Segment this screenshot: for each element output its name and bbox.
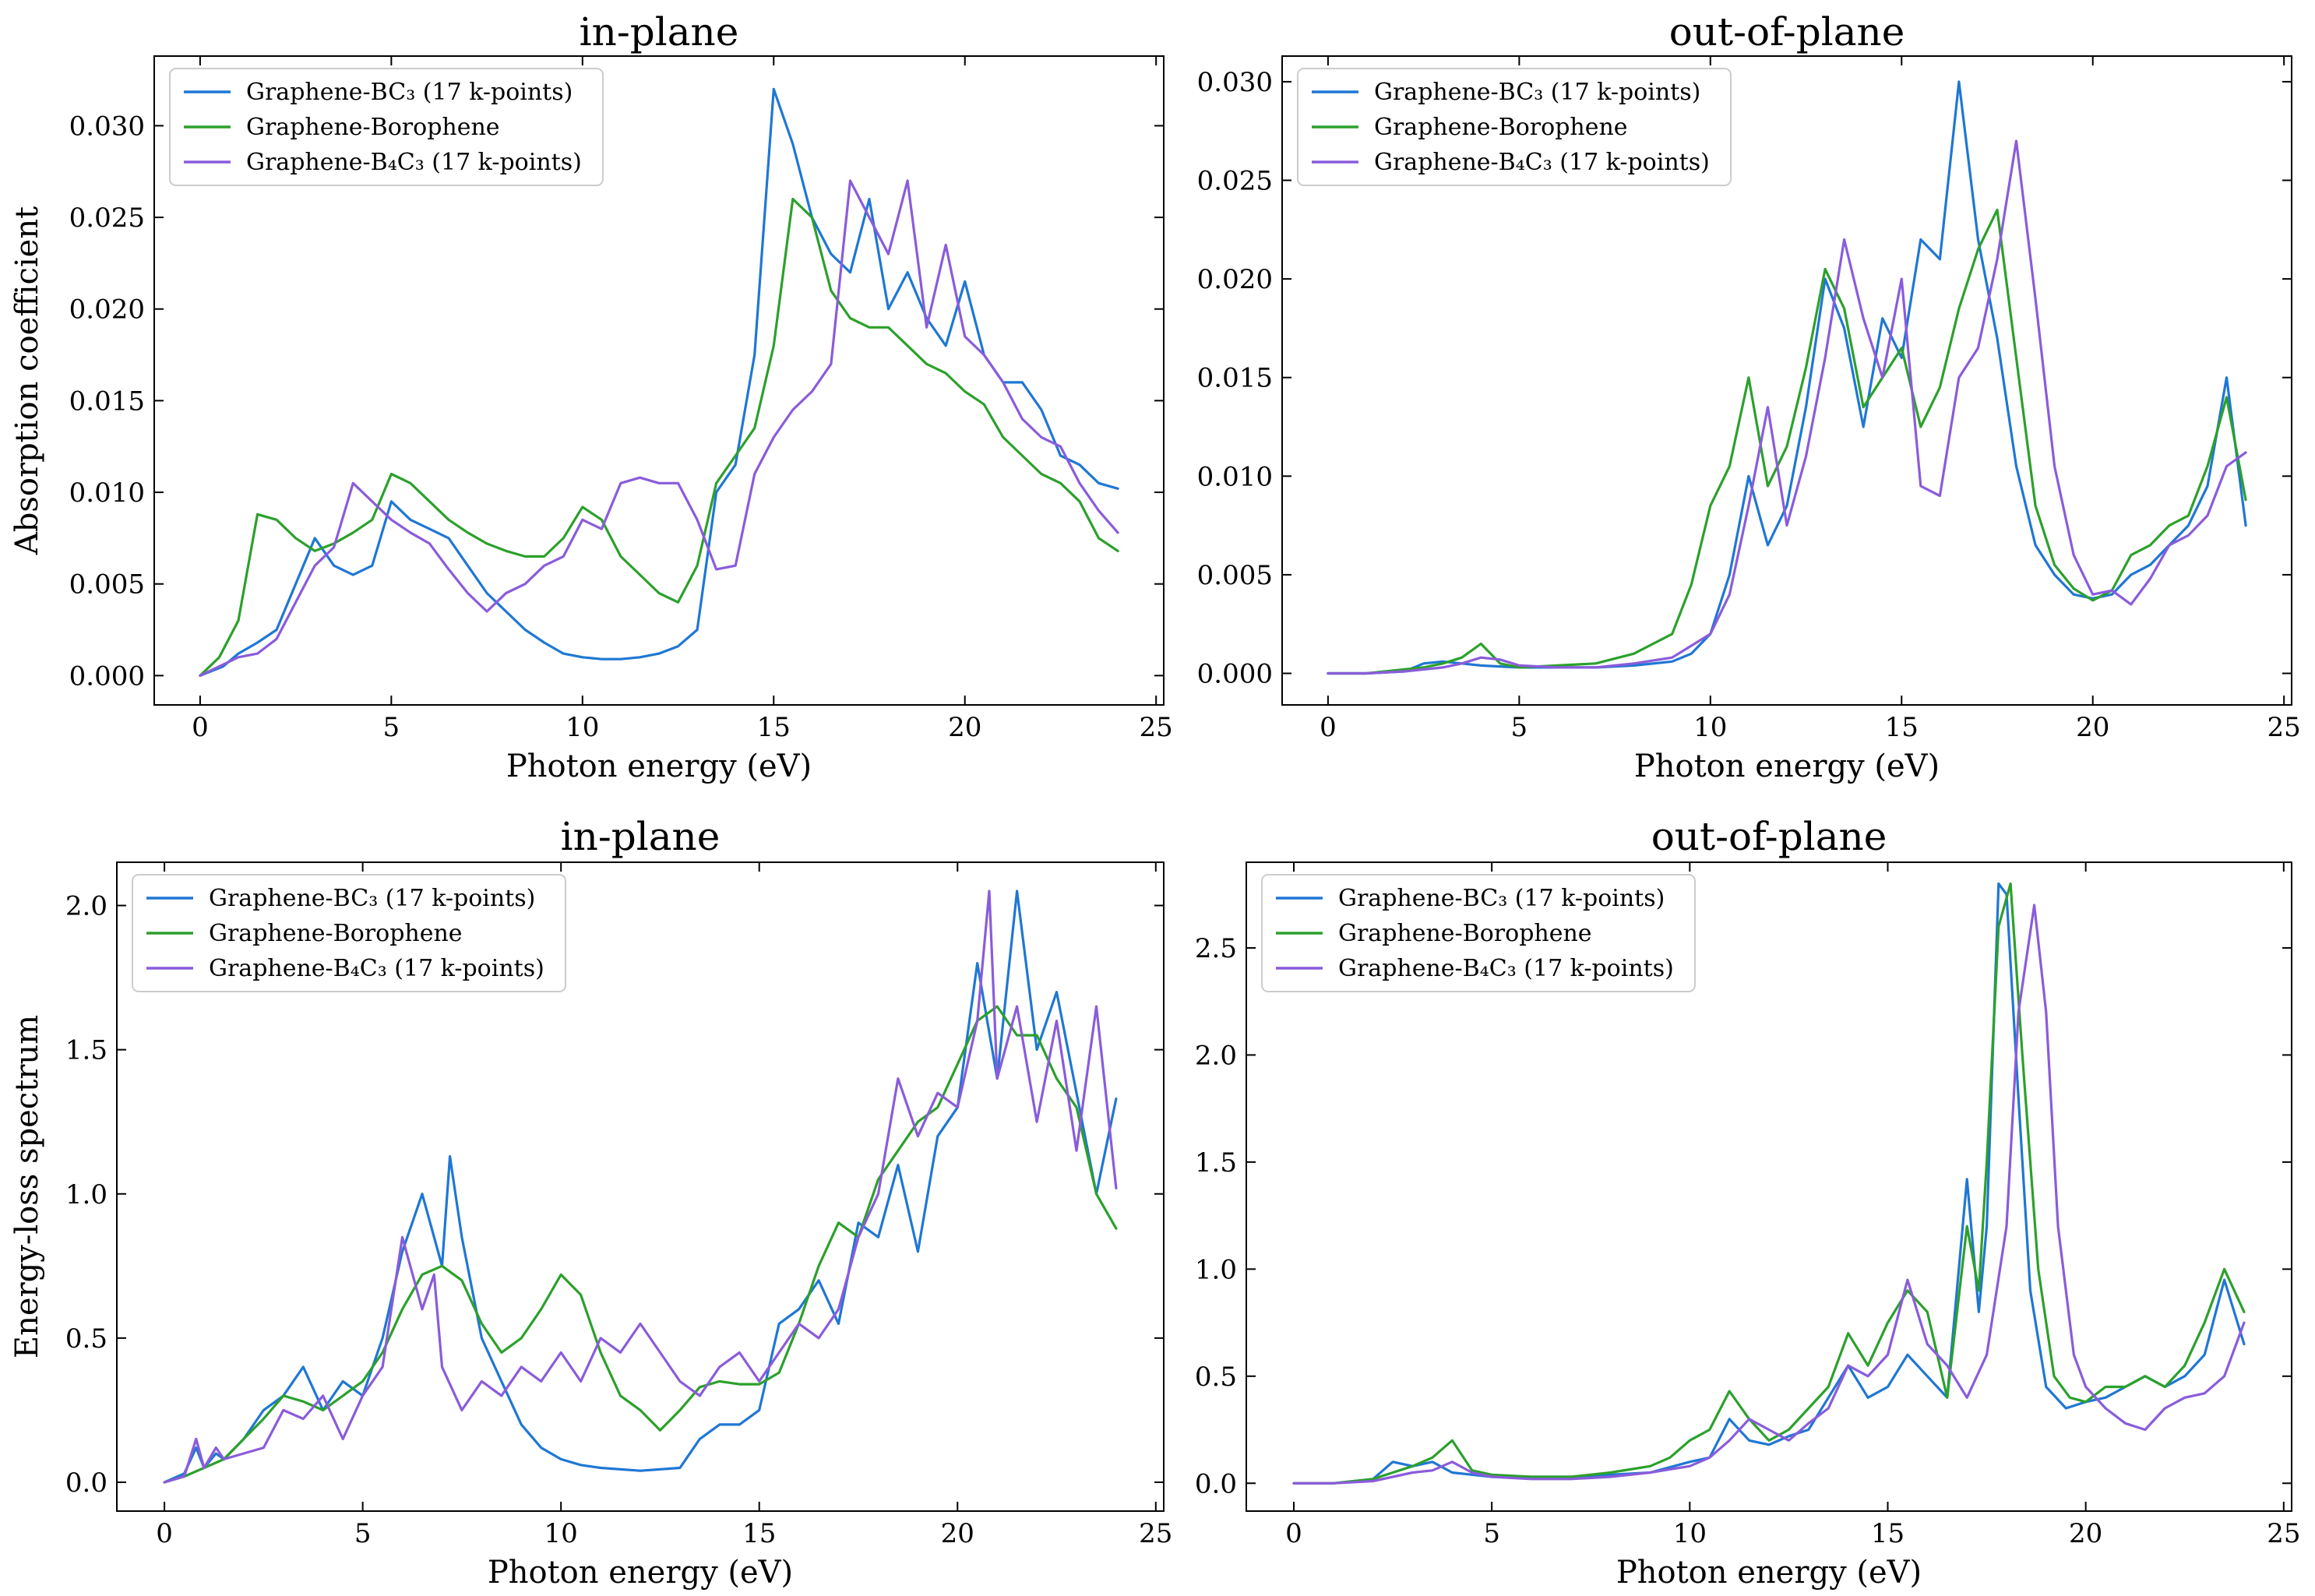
y-tick-label: 0.5 (1195, 1362, 1237, 1393)
y-tick-label: 2.0 (1195, 1040, 1237, 1071)
y-tick-label: 0.0 (1195, 1468, 1237, 1499)
chart-panel-2: 0 5 10 15 20 25 0.000 0.005 0.010 0.015 0.020 0.025… (1197, 9, 2301, 784)
y-tick-label: 0.015 (69, 386, 145, 417)
series-line-1 (163, 890, 1118, 1484)
y-tick-label: 0.030 (1197, 67, 1273, 98)
series-line-3 (1327, 139, 2247, 675)
y-tick-label: 0.020 (69, 294, 145, 326)
x-axis-label: Photon energy (eV) (1634, 749, 1940, 784)
series-line-3 (199, 179, 1119, 678)
legend-label: Graphene-B₄C₃ (17 k-points) (246, 149, 582, 176)
x-tick-label: 0 (1285, 1518, 1302, 1549)
x-tick-label: 15 (1871, 1518, 1905, 1549)
x-tick-label: 25 (1139, 1518, 1172, 1549)
y-tick-label: 0.005 (1197, 560, 1273, 591)
x-tick-label: 5 (1483, 1518, 1500, 1549)
legend-box (169, 68, 604, 186)
x-axis-label: Photon energy (eV) (1616, 1555, 1922, 1591)
legend-label: Graphene-B₄C₃ (17 k-points) (1338, 955, 1674, 982)
x-tick-label: 15 (742, 1518, 776, 1549)
y-tick-label: 2.0 (65, 891, 107, 922)
legend-box (132, 874, 566, 992)
chart-panel-1: 0 5 10 15 20 25 0.000 0.005 0.010 0.015 0.020 0.025… (9, 9, 1173, 784)
chart-title: out-of-plane (1669, 9, 1905, 55)
y-tick-label: 1.0 (1195, 1254, 1237, 1285)
series-line-2 (163, 1005, 1118, 1484)
x-tick-label: 0 (156, 1518, 173, 1549)
y-tick-label: 1.0 (65, 1179, 107, 1210)
x-tick-label: 0 (192, 712, 209, 743)
legend-label: Graphene-Borophene (1338, 920, 1592, 947)
chart-panel-4: 0 5 10 15 20 25 0.0 0.5 1.0 1.5 2.0 2.5 out-of-plane… (1195, 814, 2301, 1591)
y-axis-label: Energy-loss spectrum (9, 1015, 45, 1358)
x-tick-label: 25 (2267, 712, 2301, 743)
x-axis-label: Photon energy (eV) (506, 749, 812, 784)
chart-panel-3: 0 5 10 15 20 25 0.0 0.5 1.0 1.5 2.0 in-plane Photon … (9, 814, 1172, 1591)
x-tick-label: 20 (948, 712, 981, 743)
chart-title: in-plane (580, 9, 739, 55)
y-tick-label: 0.015 (1197, 363, 1273, 394)
series-line-1 (1292, 882, 2246, 1485)
series-line-3 (1292, 904, 2246, 1485)
x-tick-label: 15 (1885, 712, 1919, 743)
series-line-2 (1327, 208, 2247, 675)
series-line-2 (199, 197, 1119, 678)
x-tick-label: 20 (2076, 712, 2109, 743)
legend-box (1297, 68, 1732, 186)
x-tick-label: 10 (544, 1518, 578, 1549)
axes-frame (153, 55, 1165, 706)
legend-label: Graphene-BC₃ (17 k-points) (209, 885, 535, 912)
x-axis-label: Photon energy (eV) (488, 1555, 793, 1591)
x-tick-label: 5 (1511, 712, 1528, 743)
y-tick-label: 0.020 (1197, 264, 1273, 295)
x-tick-label: 25 (1140, 712, 1173, 743)
x-tick-label: 25 (2267, 1518, 2300, 1549)
legend-label: Graphene-BC₃ (17 k-points) (1338, 885, 1665, 912)
x-tick-label: 10 (566, 712, 599, 743)
y-tick-label: 0.0 (65, 1467, 107, 1499)
y-tick-label: 0.025 (1197, 166, 1273, 197)
y-tick-label: 0.025 (69, 203, 145, 234)
y-axis-label: Absorption coefficient (9, 206, 45, 555)
series-line-2 (1292, 882, 2246, 1485)
y-tick-label: 0.005 (69, 569, 145, 601)
axes-frame (116, 861, 1165, 1512)
y-tick-label: 0.030 (69, 111, 145, 142)
legend-label: Graphene-BC₃ (17 k-points) (1374, 79, 1700, 106)
y-tick-label: 0.010 (69, 477, 145, 509)
legend-box (1261, 874, 1696, 992)
chart-title: in-plane (561, 814, 721, 859)
y-tick-label: 1.5 (1195, 1147, 1237, 1179)
legend-label: Graphene-B₄C₃ (17 k-points) (209, 955, 544, 982)
x-tick-label: 20 (2069, 1518, 2102, 1549)
y-tick-label: 0.5 (65, 1323, 107, 1355)
y-tick-label: 0.000 (69, 661, 145, 692)
x-tick-label: 5 (354, 1518, 372, 1549)
chart-title: out-of-plane (1651, 814, 1887, 859)
legend-label: Graphene-Borophene (1374, 114, 1628, 141)
axes-frame (1281, 55, 2292, 706)
y-tick-label: 1.5 (65, 1035, 107, 1066)
y-tick-label: 0.010 (1197, 461, 1273, 492)
y-tick-label: 0.000 (1197, 658, 1273, 689)
x-tick-label: 15 (757, 712, 791, 743)
legend-label: Graphene-Borophene (209, 920, 463, 947)
x-tick-label: 0 (1320, 712, 1337, 743)
x-tick-label: 20 (941, 1518, 974, 1549)
x-tick-label: 10 (1673, 1518, 1707, 1549)
series-line-3 (163, 890, 1118, 1484)
y-tick-label: 2.5 (1195, 933, 1237, 964)
series-line-1 (199, 87, 1119, 678)
axes-frame (1246, 861, 2292, 1512)
legend-label: Graphene-Borophene (246, 114, 500, 141)
legend-label: Graphene-B₄C₃ (17 k-points) (1374, 149, 1710, 176)
x-tick-label: 10 (1693, 712, 1727, 743)
legend-label: Graphene-BC₃ (17 k-points) (246, 79, 573, 106)
x-tick-label: 5 (383, 712, 400, 743)
